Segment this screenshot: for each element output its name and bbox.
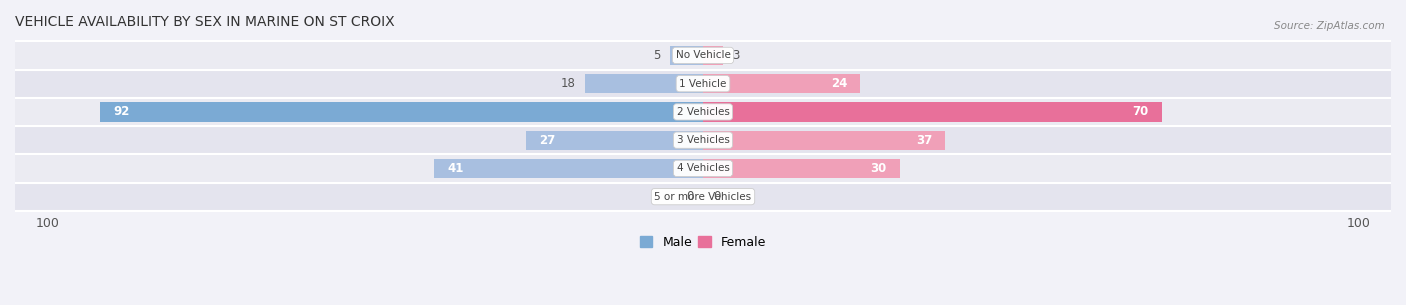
Legend: Male, Female: Male, Female	[636, 231, 770, 254]
Bar	[585, 74, 703, 93]
Bar	[703, 131, 945, 150]
Text: No Vehicle: No Vehicle	[675, 50, 731, 60]
Bar	[15, 154, 1391, 182]
Text: 5 or more Vehicles: 5 or more Vehicles	[654, 192, 752, 202]
Text: 92: 92	[114, 106, 129, 118]
Text: 3 Vehicles: 3 Vehicles	[676, 135, 730, 145]
Text: 41: 41	[447, 162, 464, 175]
Bar	[526, 131, 703, 150]
Text: 24: 24	[831, 77, 848, 90]
Bar	[434, 159, 703, 178]
Text: 1 Vehicle: 1 Vehicle	[679, 79, 727, 89]
Bar	[703, 159, 900, 178]
Bar	[15, 41, 1391, 70]
Bar	[671, 46, 703, 65]
Bar	[703, 102, 1161, 121]
Text: 2 Vehicles: 2 Vehicles	[676, 107, 730, 117]
Bar	[15, 70, 1391, 98]
Text: 0: 0	[713, 190, 720, 203]
Text: 0: 0	[686, 190, 693, 203]
Text: Source: ZipAtlas.com: Source: ZipAtlas.com	[1274, 21, 1385, 31]
Text: 3: 3	[733, 49, 740, 62]
Text: 18: 18	[561, 77, 575, 90]
Text: 4 Vehicles: 4 Vehicles	[676, 163, 730, 174]
Text: 5: 5	[652, 49, 661, 62]
Text: 70: 70	[1132, 106, 1149, 118]
Text: 27: 27	[538, 134, 555, 147]
Text: 37: 37	[917, 134, 932, 147]
Bar	[15, 126, 1391, 154]
Bar	[703, 46, 723, 65]
Text: 30: 30	[870, 162, 886, 175]
Bar	[100, 102, 703, 121]
Bar	[703, 74, 860, 93]
Bar	[15, 98, 1391, 126]
Bar	[15, 182, 1391, 211]
Text: VEHICLE AVAILABILITY BY SEX IN MARINE ON ST CROIX: VEHICLE AVAILABILITY BY SEX IN MARINE ON…	[15, 15, 395, 29]
